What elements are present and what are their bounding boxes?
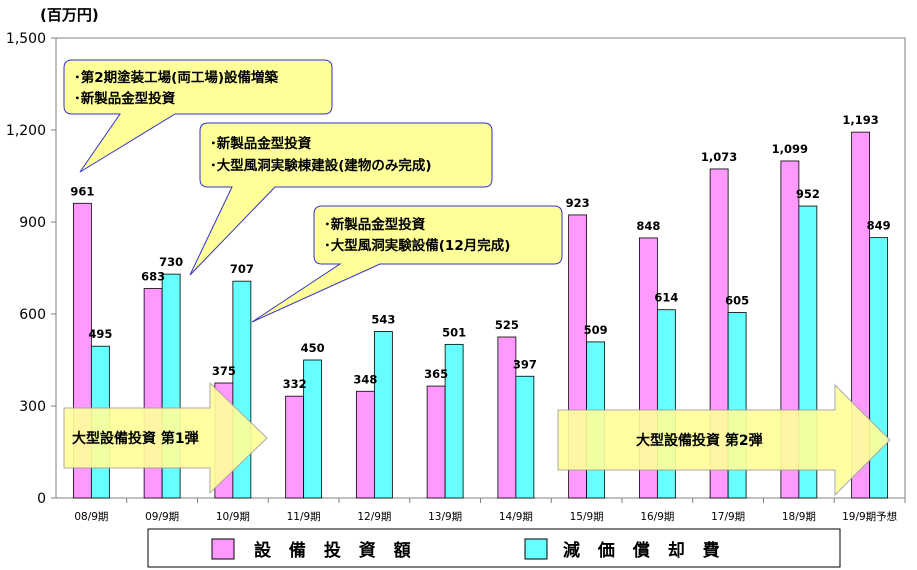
y-axis: 0 300 600 900 1,200 1,500	[6, 31, 56, 507]
legend-label-depreciation: 減 価 償 却 費	[563, 540, 726, 561]
x-tick-label: 16/9期	[640, 511, 674, 523]
value-label-depreciation: 952	[796, 187, 820, 201]
value-label-depreciation: 543	[371, 312, 395, 326]
legend-swatch-depreciation	[524, 538, 548, 560]
value-label-capex: 525	[495, 318, 519, 332]
arrow-phase-1-label: 大型設備投資 第1弾	[72, 430, 199, 447]
value-label-capex: 683	[141, 270, 165, 284]
arrow-phase-2-shape	[557, 383, 891, 497]
x-tick-label: 10/9期	[216, 511, 250, 523]
x-tick-label: 18/9期	[782, 511, 816, 523]
value-label-capex: 365	[424, 367, 448, 381]
y-tick-label: 1,500	[6, 31, 46, 47]
x-tick-label: 14/9期	[499, 511, 533, 523]
callout-2-line-2: ･大型風洞実験棟建設(建物のみ完成)	[210, 157, 432, 174]
legend-swatch-capex	[211, 538, 235, 560]
value-label-capex: 332	[283, 377, 307, 391]
value-label-depreciation: 450	[301, 341, 325, 355]
bar-capex	[285, 395, 305, 499]
bar-depreciation	[303, 359, 323, 499]
value-label-depreciation: 509	[584, 323, 608, 337]
x-tick-label: 13/9期	[428, 511, 462, 523]
value-label-depreciation: 849	[867, 219, 891, 233]
callout-3-line-1: ･新製品金型投資	[324, 216, 426, 233]
arrow-phase-2-label: 大型設備投資 第2弾	[636, 432, 763, 449]
callout-3: ･新製品金型投資 ･大型風洞実験設備(12月完成)	[251, 205, 563, 323]
value-label-depreciation: 501	[442, 325, 466, 339]
value-label-capex: 348	[353, 372, 377, 386]
y-tick-label: 0	[37, 491, 46, 507]
value-label-depreciation: 614	[654, 291, 678, 305]
value-label-capex: 1,099	[772, 142, 808, 156]
callout-1-line-1: ･第2期塗装工場(両工場)設備増築	[74, 69, 278, 86]
value-label-capex: 1,073	[701, 150, 737, 164]
value-label-depreciation: 730	[159, 255, 183, 269]
value-label-capex: 1,193	[842, 113, 878, 127]
legend-label-capex: 設 備 投 資 額	[254, 540, 417, 561]
bar-depreciation	[515, 375, 535, 499]
y-tick-label: 1,200	[6, 123, 46, 139]
callout-3-line-2: ･大型風洞実験設備(12月完成)	[324, 237, 510, 254]
unit-label: (百万円)	[40, 6, 99, 24]
bar-depreciation	[869, 237, 889, 499]
bar-depreciation	[444, 343, 464, 499]
callout-2-line-1: ･新製品金型投資	[210, 135, 312, 152]
x-axis: 08/9期 09/9期 10/9期 11/9期 12/9期 13/9期 14/9期 15/9期…	[74, 498, 906, 523]
x-tick-label: 09/9期	[145, 511, 179, 523]
arrow-phase-1-shape	[63, 381, 268, 495]
value-label-depreciation: 495	[88, 327, 112, 341]
value-label-depreciation: 605	[725, 293, 749, 307]
value-label-depreciation: 397	[513, 357, 537, 371]
value-label-capex: 375	[212, 364, 236, 378]
bar-depreciation	[373, 331, 393, 499]
value-label-capex: 848	[636, 219, 660, 233]
value-label-capex: 923	[566, 196, 590, 210]
x-tick-label: 12/9期	[357, 511, 391, 523]
y-tick-label: 600	[19, 307, 46, 323]
x-tick-label: 11/9期	[287, 511, 321, 523]
x-tick-label: 08/9期	[74, 511, 108, 523]
callout-1-bubble	[63, 59, 333, 173]
callout-1: ･第2期塗装工場(両工場)設備増築 ･新製品金型投資	[63, 59, 333, 173]
arrow-phase-2: 大型設備投資 第2弾	[557, 383, 891, 497]
callout-2-bubble	[189, 122, 493, 276]
value-label-depreciation: 707	[230, 262, 254, 276]
x-tick-label: 17/9期	[711, 511, 745, 523]
y-tick-label: 900	[19, 215, 46, 231]
x-tick-label: 19/9期予想	[842, 510, 897, 523]
bar-capex	[355, 390, 375, 499]
legend-box	[147, 528, 841, 568]
callout-3-bubble	[251, 205, 563, 323]
value-label-capex: 961	[70, 184, 94, 198]
y-tick-label: 300	[19, 399, 46, 415]
bar-capex	[426, 385, 446, 499]
callout-2: ･新製品金型投資 ･大型風洞実験棟建設(建物のみ完成)	[189, 122, 493, 276]
callout-1-line-2: ･新製品金型投資	[74, 90, 176, 107]
arrow-phase-1: 大型設備投資 第1弾	[63, 381, 268, 495]
legend: 設 備 投 資 額 減 価 償 却 費	[147, 528, 841, 568]
x-tick-label: 15/9期	[570, 511, 604, 523]
